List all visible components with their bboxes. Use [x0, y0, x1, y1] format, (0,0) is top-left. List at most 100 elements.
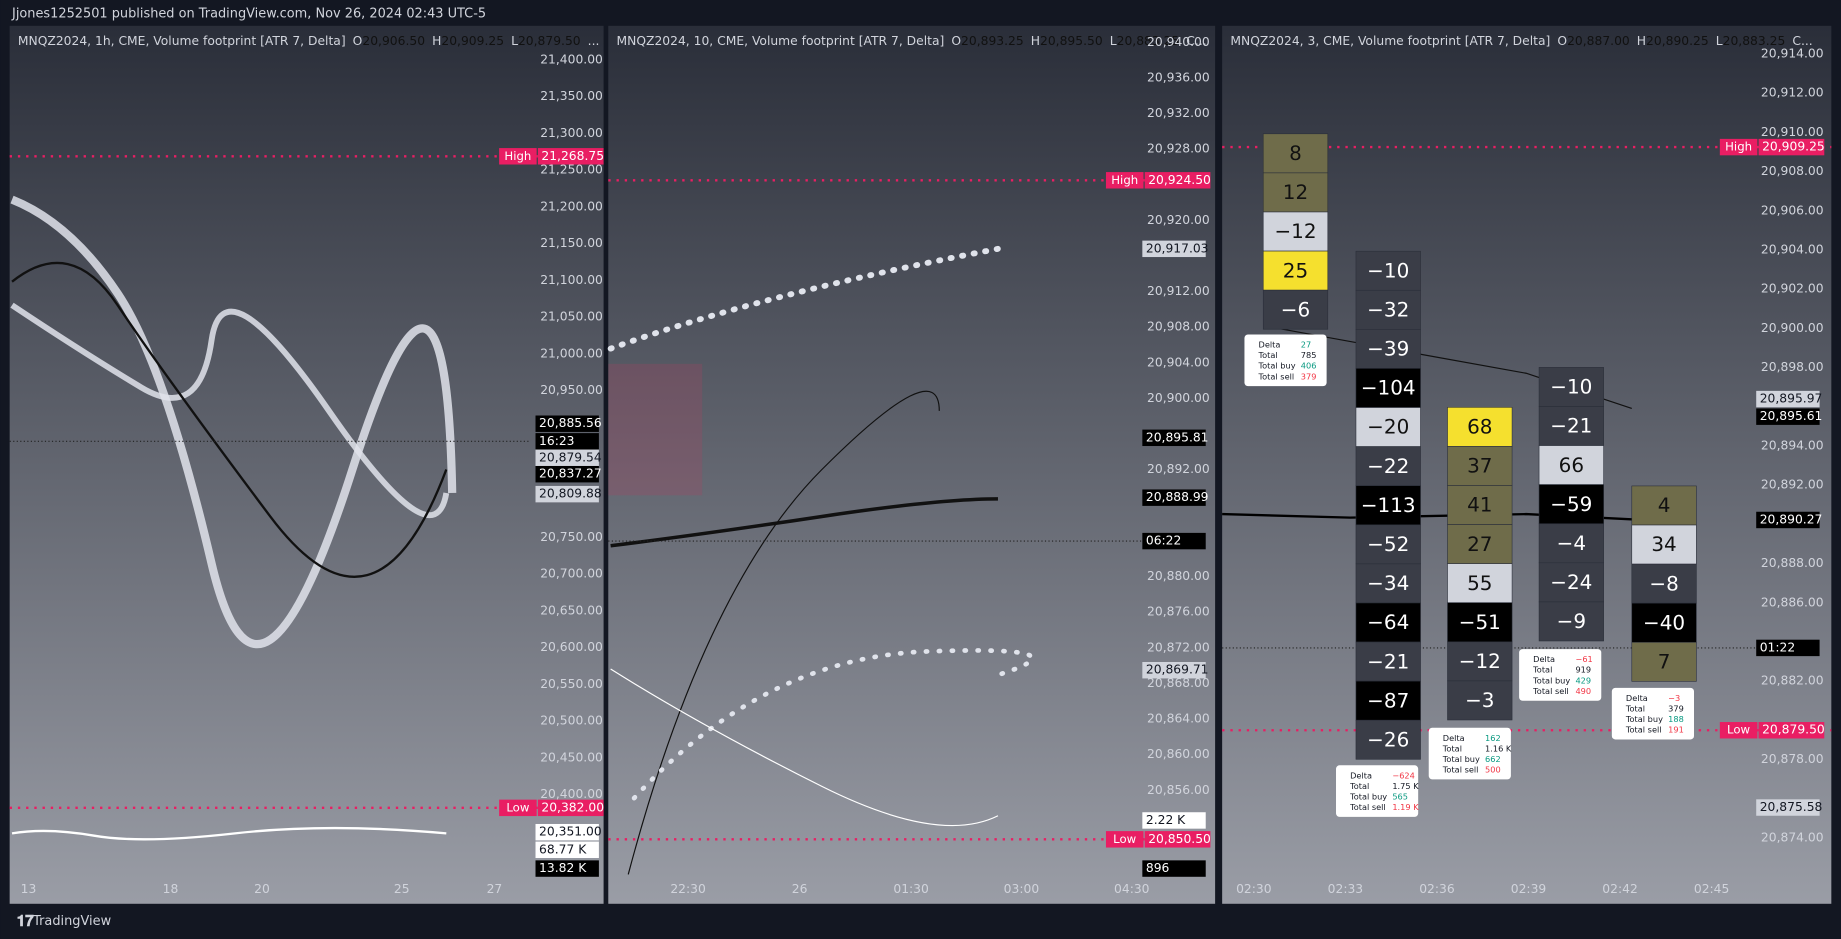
price-tick: 20,600.00 — [540, 640, 603, 654]
summary-value: 379 — [1301, 371, 1317, 381]
footprint-cell — [1355, 680, 1421, 721]
low-badge — [1758, 722, 1825, 739]
footprint-value: 34 — [1651, 532, 1676, 556]
summary-key: Total sell — [1258, 371, 1295, 381]
ma-line — [11, 261, 448, 578]
footprint-value: −26 — [1367, 727, 1409, 751]
volume-line — [610, 668, 999, 827]
footprint-cell — [1447, 524, 1513, 564]
price-badge-text: 01:22 — [1760, 640, 1795, 654]
price-badge — [1756, 511, 1820, 529]
summary-value: 406 — [1301, 361, 1317, 371]
ma-line — [10, 195, 457, 649]
price-badge-text: 20,837.27 — [539, 467, 602, 481]
low-badge — [1144, 831, 1211, 848]
low-tag — [499, 799, 537, 817]
price-tick: 20,950.00 — [540, 383, 603, 397]
high-label: High — [504, 149, 531, 163]
price-tick: 20,880.00 — [1147, 569, 1210, 583]
summary-value: −624 — [1392, 770, 1415, 780]
summary-key: Total sell — [1625, 725, 1662, 735]
price-tick: 20,940.00 — [1147, 35, 1210, 49]
footprint-cell — [1447, 680, 1513, 721]
price-tick: 20,920.00 — [1147, 213, 1210, 227]
summary-box — [1519, 649, 1602, 701]
footprint-cell — [1447, 446, 1513, 486]
low-value: 20,850.50 — [1148, 832, 1211, 846]
price-tick: 20,878.00 — [1761, 752, 1824, 766]
price-badge — [1142, 532, 1206, 550]
high-tag — [499, 148, 537, 165]
low-tag — [1719, 722, 1758, 739]
footprint-value: 55 — [1467, 571, 1492, 595]
footprint-value: 68 — [1467, 415, 1492, 439]
summary-value: 662 — [1485, 754, 1501, 764]
ma-line — [627, 390, 940, 875]
footprint-cell — [1538, 601, 1604, 642]
price-tick: 20,908.00 — [1147, 320, 1210, 334]
price-badge — [535, 433, 599, 450]
legend: MNQZ2024, 3, CME, Volume footprint [ATR … — [1230, 34, 1812, 48]
price-badge-text: 20,875.58 — [1760, 800, 1823, 814]
price-badge — [1142, 860, 1206, 877]
summary-value: 27 — [1301, 340, 1311, 350]
legend-text: MNQZ2024, 10, CME, Volume footprint [ATR… — [616, 34, 944, 48]
price-tick: 20,856.00 — [1147, 783, 1210, 797]
footprint-value: −22 — [1367, 454, 1409, 478]
summary-value: 1.19 K — [1392, 802, 1419, 812]
footprint-cell — [1538, 367, 1604, 407]
ohlc-value: 20,909.25 — [441, 34, 504, 48]
footprint-cell — [1355, 719, 1421, 760]
footprint-cell — [1262, 250, 1329, 291]
summary-key: Total buy — [1442, 754, 1480, 764]
footprint-cell — [1262, 133, 1329, 174]
legend-text: MNQZ2024, 3, CME, Volume footprint [ATR … — [1230, 34, 1550, 48]
price-badge-text: 68.77 K — [539, 842, 587, 856]
ohlc-key: O — [1557, 34, 1567, 48]
price-badge — [1142, 489, 1206, 506]
high-value: 20,909.25 — [1762, 140, 1825, 154]
ohlc-key: C... — [1186, 34, 1206, 48]
footprint-cell — [1631, 641, 1697, 682]
logo: 𝟏𝟕 — [17, 912, 34, 930]
price-badge-text: 20,885.56 — [539, 416, 602, 430]
price-tick: 20,882.00 — [1761, 674, 1824, 688]
price-tick: 20,876.00 — [1147, 605, 1210, 619]
price-tick: 20,400.00 — [540, 787, 603, 801]
footprint-value: −9 — [1557, 609, 1586, 633]
ohlc-key: L — [1716, 34, 1723, 48]
price-badge-text: 20,351.00 — [539, 825, 602, 839]
time-label: 20 — [254, 882, 270, 896]
price-badge-text: 20,895.97 — [1760, 392, 1823, 406]
time-label: 01:30 — [893, 882, 929, 896]
price-tick: 20,650.00 — [540, 603, 603, 617]
footprint-cell — [1447, 406, 1513, 447]
time-label: 02:39 — [1511, 882, 1546, 896]
price-tick: 20,910.00 — [1761, 125, 1824, 139]
high-badge — [537, 148, 604, 165]
summary-value: 1.16 K — [1485, 743, 1512, 753]
time-label: 18 — [163, 882, 179, 896]
high-tag — [1719, 138, 1758, 156]
panel-1 — [9, 25, 604, 904]
price-tick: 20,894.00 — [1761, 439, 1824, 453]
ohlc-key: C... — [1792, 34, 1812, 48]
time-label: 27 — [487, 882, 503, 896]
price-tick: 20,900.00 — [1147, 391, 1210, 405]
ohlc-key: L — [1110, 34, 1117, 48]
footprint-cell — [1538, 523, 1604, 564]
price-tick: 20,886.00 — [1761, 595, 1824, 609]
footprint-value: −40 — [1643, 610, 1685, 634]
summary-value: 191 — [1668, 725, 1684, 735]
time-label: 02:45 — [1694, 882, 1729, 896]
footprint-value: 4 — [1658, 493, 1671, 517]
volume-line — [11, 826, 447, 841]
price-badge — [1142, 240, 1206, 258]
footprint-cell — [1355, 329, 1421, 369]
low-value: 20,382.00 — [541, 800, 604, 814]
price-badge-text: 20,869.71 — [1146, 663, 1209, 677]
summary-box — [1611, 687, 1695, 740]
footprint-value: −4 — [1557, 531, 1586, 555]
price-badge-text: 20,895.61 — [1760, 409, 1823, 423]
